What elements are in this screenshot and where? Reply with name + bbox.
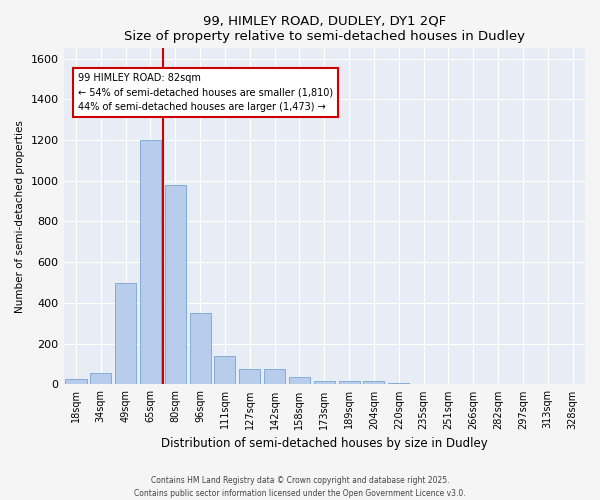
Bar (239, 369, 260, 384)
Bar (314, 381, 335, 384)
Bar (140, 140, 161, 384)
X-axis label: Distribution of semi-detached houses by size in Dudley: Distribution of semi-detached houses by … (161, 437, 488, 450)
Bar (190, 313, 211, 384)
Y-axis label: Number of semi-detached properties: Number of semi-detached properties (15, 120, 25, 313)
Bar (214, 356, 235, 384)
Bar (90, 373, 112, 384)
Bar (338, 381, 359, 384)
Text: Contains HM Land Registry data © Crown copyright and database right 2025.
Contai: Contains HM Land Registry data © Crown c… (134, 476, 466, 498)
Title: 99, HIMLEY ROAD, DUDLEY, DY1 2QF
Size of property relative to semi-detached hous: 99, HIMLEY ROAD, DUDLEY, DY1 2QF Size of… (124, 15, 525, 43)
Bar (264, 369, 285, 384)
Bar (165, 185, 186, 384)
Bar (364, 381, 385, 384)
Bar (65, 380, 86, 384)
Text: 99 HIMLEY ROAD: 82sqm
← 54% of semi-detached houses are smaller (1,810)
44% of s: 99 HIMLEY ROAD: 82sqm ← 54% of semi-deta… (78, 73, 333, 112)
Bar (289, 378, 310, 384)
Bar (115, 282, 136, 384)
